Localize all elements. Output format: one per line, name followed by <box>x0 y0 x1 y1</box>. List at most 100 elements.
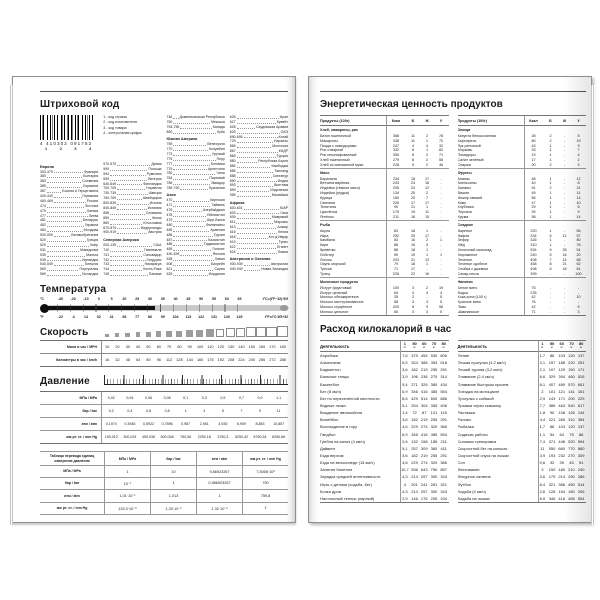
calorie-value: 214 <box>411 488 418 494</box>
country-name: Парагвай <box>209 176 225 181</box>
pressure-row-label: бар / bar <box>40 405 102 418</box>
dotted-leader <box>173 225 205 227</box>
dotted-leader <box>173 264 210 266</box>
calorie-row: Пеший туризм (3,2 км/ч) 2,1 107 129 150 171 <box>458 366 587 373</box>
activity-name: Гребля на каноэ (4 км/ч) <box>320 438 365 444</box>
country-row: 741 Сальвадор <box>103 253 161 258</box>
food-row: Курица 150 20 7 - <box>320 196 449 201</box>
country-code: 486 <box>166 232 173 237</box>
barcode-legend-line: 2 - код изготовителя <box>103 120 137 125</box>
country-code: 490-499 <box>166 252 180 257</box>
scale-tick: 131 <box>210 315 217 320</box>
food-carbs: - <box>440 205 442 210</box>
food-name: Кока-кола (100 г) <box>457 295 487 300</box>
country-row: 884 Камбоджа <box>230 164 288 169</box>
food-carbs: 61 <box>576 267 581 272</box>
country-row: 611 Марокко <box>230 220 288 225</box>
speed-value: 128 <box>176 358 183 363</box>
food-row: Йогурт цельный 64 4 4 4 <box>320 291 449 296</box>
calorie-row: Фигурное катание 3,6 179 214 250 286 <box>458 473 587 480</box>
speed-value: 70 <box>167 345 172 350</box>
pressure-value: 0,5 <box>220 396 226 401</box>
country-row: 619 Тунис <box>230 240 288 245</box>
country-name: Турция <box>276 154 288 159</box>
country-name: Тайвань <box>211 203 225 208</box>
food-kcal: 71 <box>531 309 536 314</box>
country-name: Исландия <box>82 272 99 277</box>
food-row: Мёд 310 1 - 76 <box>458 243 587 248</box>
country-name: Марокко <box>274 220 288 225</box>
food-row: Помидоры 19 1 - 4 <box>458 153 587 158</box>
food-name: Молочный шоколад <box>457 247 492 252</box>
dotted-leader <box>236 117 279 119</box>
calorie-value: 314 <box>440 374 447 380</box>
food-fat: 1 <box>425 247 429 252</box>
country-row: 780 Чили <box>167 171 225 176</box>
calorie-value: 594 <box>577 438 585 444</box>
food-carbs: 19 <box>438 285 444 290</box>
food-kcal: 47 <box>531 200 536 205</box>
food-fat: 16 <box>424 181 430 186</box>
country-row: 599 Венгрия <box>103 177 161 182</box>
barcode-digit-marker: 4 <box>89 147 92 151</box>
dotted-leader <box>173 274 208 276</box>
country-code: 628 <box>229 124 236 129</box>
calorie-value: 72 <box>412 410 417 416</box>
calorie-value: 651 <box>577 381 585 387</box>
calorie-value: 5,1 <box>402 445 408 451</box>
weight-unit: кг <box>432 345 436 350</box>
calorie-value: 310 <box>568 417 575 423</box>
calorie-row: Восхождение в гору 4,6 229 274 320 366 <box>320 423 449 430</box>
scale-tick: 5 <box>110 297 113 302</box>
food-row: Печенье сдобное 458 8 21 62 <box>458 262 587 267</box>
food-protein: 1 <box>549 181 552 186</box>
country-row: 754-755 Канада <box>167 125 225 130</box>
calorie-row: Вождение автомобиля 1,4 72 87 101 115 <box>320 409 449 416</box>
food-kcal: 211 <box>393 214 399 219</box>
food-fat: - <box>563 271 566 276</box>
food-name: Белое вино <box>457 285 478 290</box>
country-code: 888 <box>229 173 236 178</box>
food-fat: 28 <box>562 247 567 252</box>
calorie-value: 6,6 <box>539 374 546 380</box>
calorie-value: 2,1 <box>539 367 546 373</box>
calorie-value: 182 <box>411 367 418 373</box>
weight-unit: кг <box>403 345 407 350</box>
calorie-row: Альпинизм 6,5 324 388 453 518 <box>320 359 449 366</box>
country-code: 773 <box>166 151 173 156</box>
food-fat: 17 <box>424 200 430 205</box>
calorie-header-activity: Деятельность <box>457 344 487 350</box>
dotted-leader <box>236 213 280 215</box>
food-kcal: 408 <box>530 257 537 262</box>
activity-name: Водные лыжи <box>320 402 346 408</box>
food-carbs: 78 <box>438 134 444 138</box>
country-name: Азербайджан <box>202 208 225 213</box>
conversion-row: мм рт. ст. / mm Hg 133,3·10⁻⁶ 1,33·10⁻³ 1,3… <box>40 501 288 514</box>
country-name: Аргентина <box>207 166 225 171</box>
country-name: Киргизия <box>210 198 225 203</box>
food-fat: 2 <box>425 162 429 167</box>
country-code: 779 <box>166 166 173 171</box>
food-row: Телятина 90 21 1 - <box>320 205 449 210</box>
calorie-value: 188 <box>558 360 566 366</box>
temperature-section-title: Температура <box>40 284 107 296</box>
food-group-title: Хлеб, макароны, рис <box>320 128 359 132</box>
calorie-row: Езда верхом 3,6 182 219 255 291 <box>320 452 449 459</box>
food-fat: - <box>563 309 566 314</box>
dotted-leader <box>117 164 151 166</box>
conversion-value: 7,5006·10³ <box>242 466 288 477</box>
speed-value: 170 <box>269 345 276 350</box>
food-fat: - <box>563 285 566 290</box>
conversion-value: 1 <box>196 490 242 502</box>
food-kcal: 75 <box>531 285 536 290</box>
weight-header: 1 кг <box>538 341 548 349</box>
food-fat: 2 <box>425 153 429 158</box>
speed-value: 64 <box>136 358 141 363</box>
country-code: 539 <box>40 257 46 262</box>
speed-value: 112 <box>166 358 173 363</box>
country-list: 570-579 Дания 590 Польша 594 Румыния 599 Венгри… <box>103 162 161 277</box>
dotted-leader <box>46 260 82 262</box>
activity-name: Пение <box>457 352 470 358</box>
country-row: 481 Беларусь <box>40 218 98 223</box>
calorie-value: 600 <box>430 395 438 401</box>
